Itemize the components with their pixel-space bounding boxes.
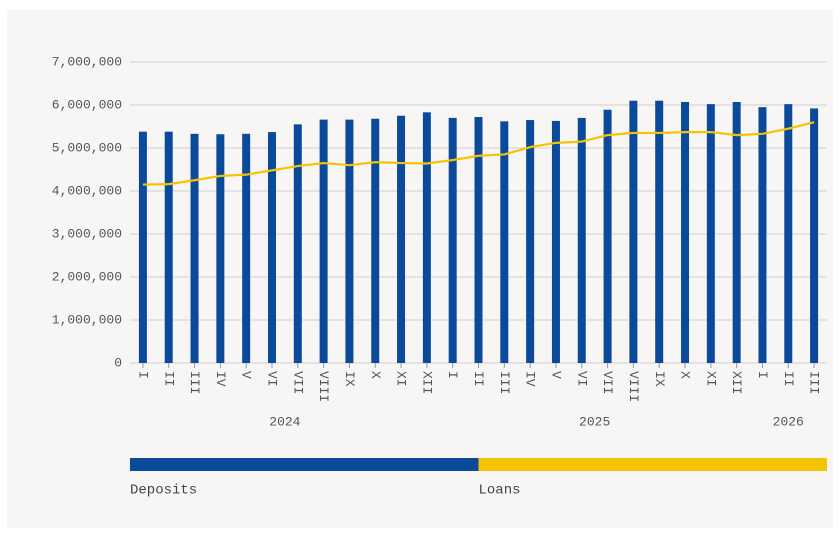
legend-swatch xyxy=(130,458,479,471)
x-tick-label: VII xyxy=(600,371,615,394)
bar xyxy=(345,119,354,364)
x-tick-label: IX xyxy=(652,371,667,387)
bar xyxy=(681,101,690,364)
x-tick-label: V xyxy=(549,371,564,379)
x-tick-label: XI xyxy=(394,371,409,387)
x-tick-label: VI xyxy=(265,371,280,387)
bar xyxy=(758,107,767,364)
bar xyxy=(629,100,638,363)
bar xyxy=(448,117,457,364)
x-tick-label: XII xyxy=(729,371,744,394)
bar xyxy=(526,120,535,363)
y-tick-label: 4,000,000 xyxy=(52,183,122,198)
y-tick-label: 7,000,000 xyxy=(52,54,122,69)
x-tick-label: X xyxy=(368,371,383,379)
group-label: 2025 xyxy=(579,414,610,429)
x-tick-label: VIII xyxy=(626,371,641,402)
legend-label: Deposits xyxy=(130,483,197,499)
bar xyxy=(500,121,509,363)
bar xyxy=(551,120,560,363)
bar xyxy=(216,134,225,363)
x-tick-label: IV xyxy=(523,371,538,387)
y-tick-label: 1,000,000 xyxy=(52,312,122,327)
y-tick-label: 3,000,000 xyxy=(52,226,122,241)
x-tick-label: VIII xyxy=(316,371,331,402)
group-label: 2026 xyxy=(773,414,804,429)
bar xyxy=(397,115,406,363)
bar xyxy=(293,124,302,363)
bar xyxy=(474,117,483,363)
bar xyxy=(190,133,199,363)
x-tick-label: I xyxy=(755,371,770,379)
bar xyxy=(706,104,715,363)
x-tick-label: I xyxy=(135,371,150,379)
x-tick-label: II xyxy=(161,371,176,387)
x-tick-label: XII xyxy=(419,371,434,394)
y-tick-label: 0 xyxy=(114,355,122,370)
x-tick-label: VI xyxy=(574,371,589,387)
bar xyxy=(164,131,173,363)
bar xyxy=(242,133,251,363)
bar xyxy=(655,100,664,363)
legend-swatch xyxy=(478,458,827,471)
x-tick-label: V xyxy=(239,371,254,379)
bar xyxy=(138,131,147,363)
x-tick-label: IV xyxy=(213,371,228,387)
bar xyxy=(422,112,431,363)
bar xyxy=(371,118,380,363)
x-tick-label: XI xyxy=(703,371,718,387)
x-tick-label: III xyxy=(807,371,822,394)
bar xyxy=(319,119,328,364)
x-tick-label: II xyxy=(471,371,486,387)
bar xyxy=(784,104,793,363)
x-tick-label: II xyxy=(781,371,796,387)
x-tick-label: I xyxy=(445,371,460,379)
bar xyxy=(732,101,741,364)
bar xyxy=(810,108,819,363)
y-tick-label: 5,000,000 xyxy=(52,140,122,155)
x-tick-label: X xyxy=(678,371,693,379)
bar xyxy=(267,132,276,363)
line xyxy=(142,121,815,186)
x-tick-label: VII xyxy=(290,371,305,394)
legend-label: Loans xyxy=(479,483,521,499)
x-tick-label: IX xyxy=(342,371,357,387)
x-tick-label: III xyxy=(497,371,512,394)
x-tick-label: III xyxy=(187,371,202,394)
bar xyxy=(603,109,612,363)
bar xyxy=(577,117,586,364)
y-tick-label: 6,000,000 xyxy=(52,97,122,112)
group-label: 2024 xyxy=(269,414,300,429)
y-tick-label: 2,000,000 xyxy=(52,269,122,284)
